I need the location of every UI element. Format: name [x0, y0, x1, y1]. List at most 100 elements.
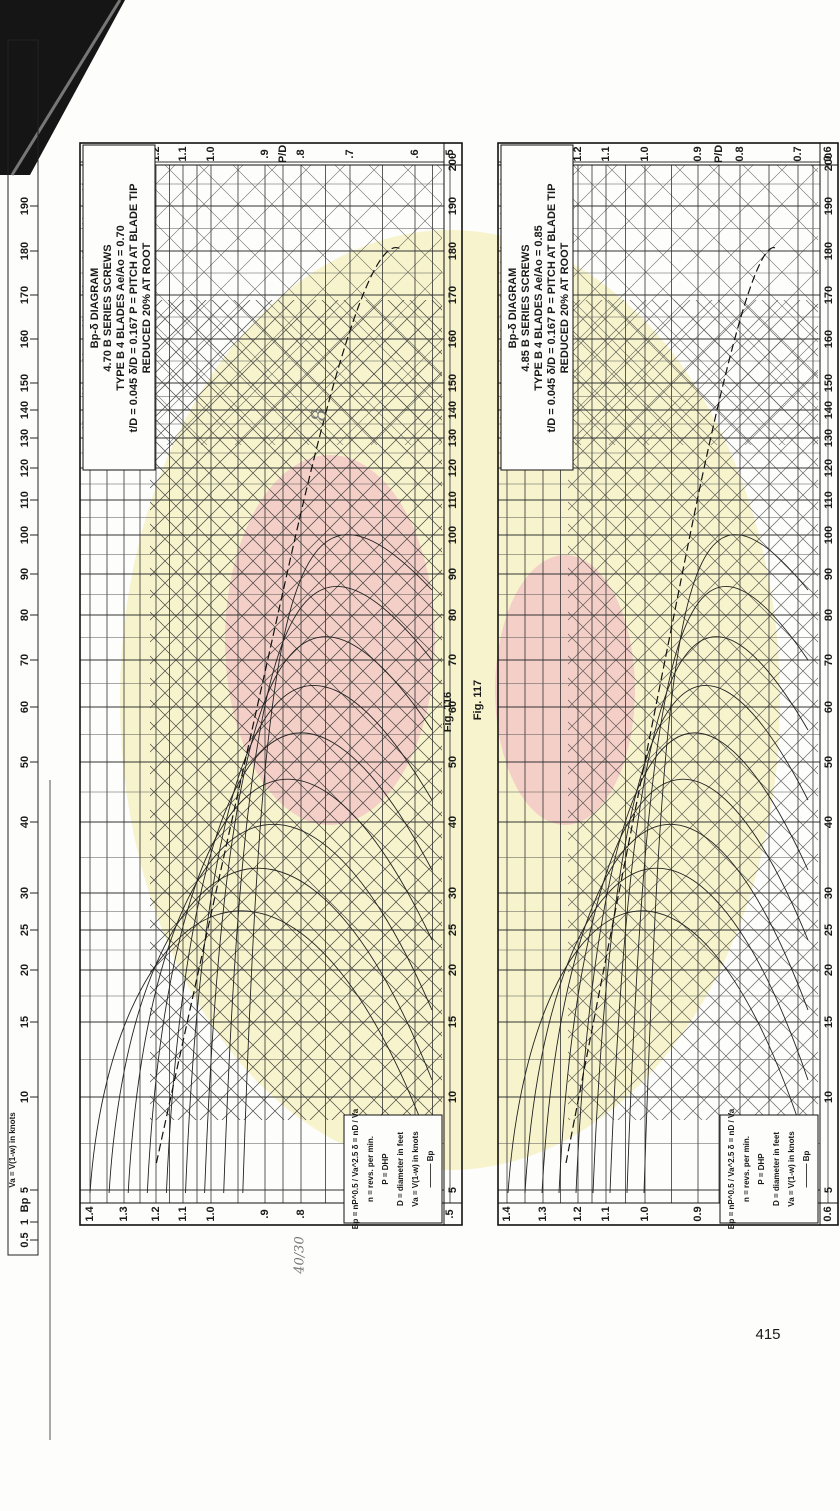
- legend-line: Bp = nP^0.5 / Va^2.5 δ = nD / Va: [727, 1108, 736, 1229]
- curve: [146, 778, 433, 1194]
- legend-box: [719, 1114, 819, 1224]
- bp-label: 50: [823, 756, 835, 768]
- ruler-label: 150: [19, 374, 31, 392]
- pd-label: .7: [344, 149, 356, 158]
- handwritten-mark: 40/30: [293, 1236, 308, 1274]
- ruler-axis-label: Bp: [19, 1197, 31, 1212]
- title-box: [500, 144, 574, 471]
- figure-caption: Fig. 117: [472, 680, 484, 720]
- title-line: REDUCED 20% AT ROOT: [559, 242, 571, 373]
- pd-label: 1.0: [639, 146, 651, 161]
- pd-label: 0.7: [792, 146, 804, 161]
- curve: [89, 910, 433, 1194]
- bp-label: 200: [447, 153, 459, 171]
- bp-label: 160: [447, 330, 459, 348]
- bp-label: 170: [823, 286, 835, 304]
- bp-label: 130: [447, 429, 459, 447]
- legend-line: D = diameter in feet: [772, 1132, 781, 1206]
- bp-label: 200: [823, 153, 835, 171]
- ruler-note: Va = V(1-w) in knots: [8, 1112, 17, 1188]
- pd-label: .9: [259, 1209, 271, 1218]
- pd-label: 1.1: [177, 146, 189, 161]
- ruler-label: 80: [19, 609, 31, 621]
- ruler-label: 60: [19, 701, 31, 713]
- bp-label: 10: [447, 1091, 459, 1103]
- bp-label: 150: [823, 374, 835, 392]
- pd-label: 0.6: [822, 1206, 834, 1221]
- bp-label: 25: [447, 924, 459, 936]
- bp-label: 180: [823, 242, 835, 260]
- legend-line: D = diameter in feet: [396, 1132, 405, 1206]
- ruler-label: 10: [19, 1091, 31, 1103]
- pd-label: 1.3: [537, 1206, 549, 1221]
- curve: [242, 534, 433, 1194]
- bp-label: 80: [823, 609, 835, 621]
- pd-label: .6: [409, 149, 421, 158]
- legend-line: ——— Bp: [802, 1150, 811, 1187]
- legend-line: P = DHP: [757, 1153, 766, 1185]
- bp-label: 150: [447, 374, 459, 392]
- pd-label: 1.4: [501, 1205, 513, 1221]
- legend-line: ——— Bp: [426, 1150, 435, 1187]
- pd-label: 1.2: [572, 1206, 584, 1221]
- pd-label: 0.8: [734, 146, 746, 161]
- bp-label: 110: [447, 491, 459, 509]
- bp-label: 130: [823, 429, 835, 447]
- title-line: REDUCED 20% AT ROOT: [141, 242, 153, 373]
- ruler-label: 25: [19, 924, 31, 936]
- curve: [541, 823, 809, 1194]
- title-line: t/D = 0.045 δ/D = 0.167 P = PITCH AT BLA…: [128, 184, 140, 433]
- pd-label: 0.6: [822, 146, 834, 161]
- title-line: Bp-δ DIAGRAM: [507, 268, 519, 349]
- legend-line: P = DHP: [381, 1153, 390, 1185]
- curve: [127, 823, 433, 1194]
- bp-label: 90: [823, 568, 835, 580]
- curve: [507, 910, 809, 1194]
- bp-label: 180: [447, 242, 459, 260]
- pd-label: 0.9: [692, 1206, 704, 1221]
- title-line: t/D = 0.045 δ/D = 0.167 P = PITCH AT BLA…: [546, 184, 558, 433]
- ruler-label: 70: [19, 654, 31, 666]
- pd-label: 1.1: [177, 1206, 189, 1221]
- bp-label: 30: [447, 887, 459, 899]
- ruler-label: 15: [19, 1016, 31, 1028]
- bp-label: 120: [447, 459, 459, 477]
- pd-label: .5: [444, 1209, 456, 1218]
- bp-label: 40: [447, 816, 459, 828]
- pd-label: 1.0: [205, 146, 217, 161]
- bp-label: 160: [823, 330, 835, 348]
- ruler-label: 100: [19, 526, 31, 544]
- ruler-label: 50: [19, 756, 31, 768]
- title-box: [82, 144, 156, 471]
- title-line: TYPE B 4 BLADES Ae/Ao = 0.70: [115, 225, 127, 391]
- pd-label: 1.3: [118, 1206, 130, 1221]
- bp-label: 60: [823, 701, 835, 713]
- bp-label: 5: [823, 1187, 835, 1193]
- ruler-frame: [7, 39, 39, 1256]
- bp-label: 30: [823, 887, 835, 899]
- bp-label: 15: [823, 1016, 835, 1028]
- bp-label: 100: [823, 526, 835, 544]
- page-number: 415: [755, 1326, 780, 1343]
- diagram-frame: [79, 142, 463, 1226]
- ruler-label: 190: [19, 197, 31, 215]
- bp-label: 140: [447, 401, 459, 419]
- ruler-label: 160: [19, 330, 31, 348]
- title-line: TYPE B 4 BLADES Ae/Ao = 0.85: [533, 225, 545, 391]
- diagram: 1.41.41.31.31.21.21.11.11.01.00.90.90.80…: [497, 142, 839, 1229]
- pd-label: 1.0: [639, 1206, 651, 1221]
- diagram-frame: [497, 142, 839, 1226]
- pd-label: 1.1: [600, 146, 612, 161]
- ruler-label: 110: [19, 491, 31, 509]
- bp-label: 90: [447, 568, 459, 580]
- bp-label: 70: [447, 654, 459, 666]
- ruler-label: 1: [19, 1219, 31, 1225]
- curve: [643, 534, 809, 1194]
- bp-label: 60: [447, 701, 459, 713]
- bp-label: 100: [447, 526, 459, 544]
- legend-box: [343, 1114, 443, 1224]
- handwritten-mark: 8: [307, 409, 331, 422]
- bp-label: 25: [823, 924, 835, 936]
- diagram: 1.41.41.31.31.21.21.11.11.01.0.9.9.8.8.7…: [79, 142, 463, 1229]
